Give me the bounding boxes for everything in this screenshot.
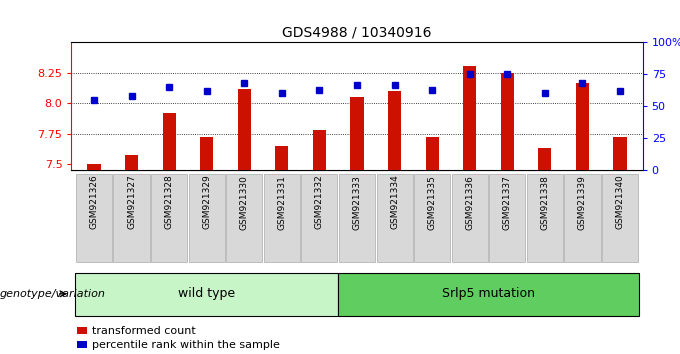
FancyBboxPatch shape: [226, 174, 262, 262]
Bar: [539, 148, 551, 170]
Bar: [613, 137, 627, 170]
Bar: [77, 327, 88, 334]
Bar: [238, 88, 251, 170]
FancyBboxPatch shape: [339, 174, 375, 262]
Bar: [426, 137, 439, 170]
Text: GSM921331: GSM921331: [277, 175, 286, 230]
Title: GDS4988 / 10340916: GDS4988 / 10340916: [282, 26, 432, 40]
Bar: [576, 82, 589, 170]
Bar: [200, 137, 214, 170]
FancyBboxPatch shape: [76, 174, 112, 262]
FancyBboxPatch shape: [527, 174, 563, 262]
Bar: [125, 155, 138, 170]
Bar: [463, 65, 476, 170]
Text: GSM921334: GSM921334: [390, 175, 399, 229]
FancyBboxPatch shape: [264, 174, 300, 262]
Text: GSM921337: GSM921337: [503, 175, 512, 230]
FancyBboxPatch shape: [490, 174, 526, 262]
Text: percentile rank within the sample: percentile rank within the sample: [92, 340, 280, 350]
Text: Srlp5 mutation: Srlp5 mutation: [442, 287, 535, 300]
Text: GSM921329: GSM921329: [202, 175, 211, 229]
FancyBboxPatch shape: [414, 174, 450, 262]
FancyBboxPatch shape: [564, 174, 600, 262]
FancyBboxPatch shape: [338, 273, 639, 316]
Text: GSM921338: GSM921338: [541, 175, 549, 230]
FancyBboxPatch shape: [114, 174, 150, 262]
Bar: [350, 97, 364, 170]
Text: genotype/variation: genotype/variation: [0, 289, 106, 299]
Text: GSM921335: GSM921335: [428, 175, 437, 230]
Text: GSM921328: GSM921328: [165, 175, 173, 229]
Text: GSM921326: GSM921326: [90, 175, 99, 229]
FancyBboxPatch shape: [602, 174, 638, 262]
Text: GSM921339: GSM921339: [578, 175, 587, 230]
Text: GSM921327: GSM921327: [127, 175, 136, 229]
FancyBboxPatch shape: [151, 174, 187, 262]
FancyBboxPatch shape: [188, 174, 224, 262]
FancyBboxPatch shape: [452, 174, 488, 262]
Bar: [313, 130, 326, 170]
Bar: [77, 341, 88, 348]
Text: transformed count: transformed count: [92, 326, 196, 336]
FancyBboxPatch shape: [75, 273, 338, 316]
Text: GSM921340: GSM921340: [615, 175, 624, 229]
Text: GSM921332: GSM921332: [315, 175, 324, 229]
Text: GSM921330: GSM921330: [240, 175, 249, 230]
Text: GSM921336: GSM921336: [465, 175, 474, 230]
FancyBboxPatch shape: [301, 174, 337, 262]
FancyBboxPatch shape: [377, 174, 413, 262]
Bar: [87, 164, 101, 170]
Bar: [388, 91, 401, 170]
Text: wild type: wild type: [178, 287, 235, 300]
Bar: [500, 73, 514, 170]
Bar: [275, 145, 288, 170]
Text: GSM921333: GSM921333: [352, 175, 362, 230]
Bar: [163, 113, 175, 170]
